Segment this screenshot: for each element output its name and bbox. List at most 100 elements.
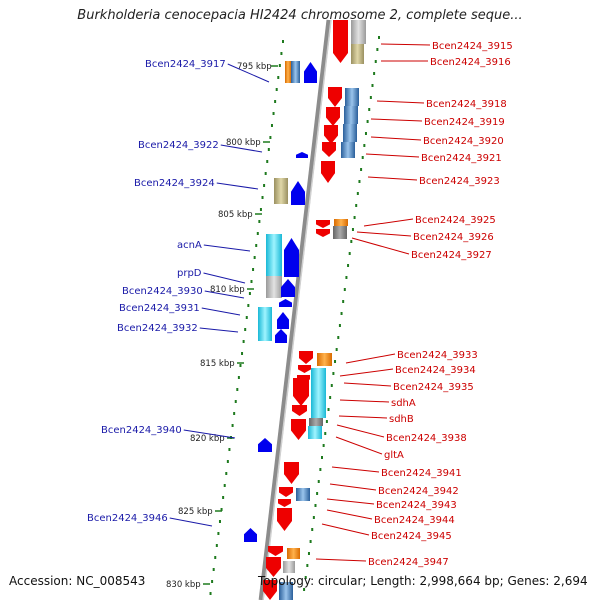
right-gene-label: Bcen2424_3943 <box>376 500 457 511</box>
left-leader-line <box>216 182 259 190</box>
gene-box <box>266 234 282 276</box>
right-gene-label: Bcen2424_3920 <box>423 136 504 147</box>
reverse-gene-arrow <box>263 580 277 600</box>
left-leader-line <box>169 517 213 527</box>
left-gene-label: Bcen2424_3946 <box>87 513 168 524</box>
scale-tick-label: 825 kbp <box>178 507 213 517</box>
right-leader-line <box>339 368 394 377</box>
reverse-gene-arrow <box>266 557 281 577</box>
left-leader-line <box>203 244 251 252</box>
right-gene-label: Bcen2424_3945 <box>371 531 452 542</box>
right-gene-label: Bcen2424_3927 <box>411 250 492 261</box>
reverse-gene-arrow <box>268 546 283 556</box>
right-leader-line <box>339 399 390 403</box>
reverse-gene-arrow <box>299 351 313 364</box>
scale-tick-label: 805 kbp <box>218 210 253 220</box>
gene-box <box>334 219 348 226</box>
accession-label: Accession: NC_008543 <box>9 574 146 588</box>
right-gene-label: Bcen2424_3926 <box>413 232 494 243</box>
forward-gene-arrow <box>258 438 272 452</box>
left-leader-line <box>183 429 236 439</box>
right-gene-label: Bcen2424_3933 <box>397 350 478 361</box>
map-title: Burkholderia cenocepacia HI2424 chromoso… <box>77 8 523 23</box>
left-leader-line <box>201 307 241 316</box>
scale-tick-label: 800 kbp <box>226 138 261 148</box>
forward-gene-arrow <box>296 152 308 158</box>
right-gene-label: Bcen2424_3915 <box>432 41 513 52</box>
gene-box <box>258 307 272 341</box>
forward-gene-arrow <box>275 329 287 343</box>
right-gene-label: Bcen2424_3923 <box>419 176 500 187</box>
reverse-gene-arrow <box>298 365 311 373</box>
left-gene-label: prpD <box>177 268 202 279</box>
right-leader-line <box>356 231 412 237</box>
left-gene-label: Bcen2424_3924 <box>134 178 215 189</box>
gene-box <box>333 226 347 239</box>
scale-tick-label: 820 kbp <box>190 434 225 444</box>
right-leader-line <box>343 382 392 387</box>
gene-box <box>287 548 300 559</box>
left-gene-label: Bcen2424_3922 <box>138 140 219 151</box>
right-leader-line <box>336 424 385 438</box>
gene-box <box>296 488 310 501</box>
gene-box <box>317 353 332 366</box>
forward-gene-arrow <box>279 299 292 307</box>
left-leader-line <box>204 290 245 299</box>
reverse-gene-arrow <box>324 125 338 144</box>
right-gene-label: sdhB <box>389 414 414 425</box>
right-leader-line <box>326 498 375 505</box>
reverse-gene-arrow <box>316 229 330 237</box>
reverse-gene-arrow <box>284 462 299 484</box>
left-leader-line <box>203 272 246 284</box>
right-gene-label: Bcen2424_3947 <box>368 557 449 568</box>
right-leader-line <box>363 218 414 227</box>
gene-box <box>279 582 293 600</box>
left-leader-line <box>220 144 263 153</box>
right-leader-line <box>380 43 431 46</box>
right-gene-label: Bcen2424_3921 <box>421 153 502 164</box>
left-gene-label: acnA <box>177 240 202 251</box>
right-leader-line <box>326 509 373 520</box>
right-leader-line <box>329 483 377 491</box>
right-gene-label: Bcen2424_3925 <box>415 215 496 226</box>
right-gene-label: Bcen2424_3918 <box>426 99 507 110</box>
gene-box <box>309 418 323 426</box>
right-leader-line <box>345 353 396 364</box>
forward-gene-arrow <box>244 528 257 542</box>
reverse-gene-arrow <box>321 161 335 183</box>
chromosome-backbone <box>258 19 332 601</box>
scale-tick-label: 815 kbp <box>200 359 235 369</box>
right-leader-line <box>367 176 418 181</box>
right-leader-line <box>376 100 425 104</box>
right-gene-label: Bcen2424_3919 <box>424 117 505 128</box>
left-gene-label: Bcen2424_3917 <box>145 59 226 70</box>
right-outer-dotted-line <box>303 36 380 591</box>
forward-gene-arrow <box>277 312 289 329</box>
gene-box <box>341 142 355 158</box>
scale-tick-label: 795 kbp <box>237 62 272 72</box>
left-gene-label: Bcen2424_3931 <box>119 303 200 314</box>
right-gene-label: sdhA <box>391 398 416 409</box>
gene-box <box>344 106 358 124</box>
reverse-gene-arrow <box>292 405 307 416</box>
reverse-gene-arrow <box>322 142 336 157</box>
left-leader-line <box>199 327 239 333</box>
right-leader-line <box>351 237 410 255</box>
chromosome-backbone-highlight <box>262 19 332 601</box>
forward-gene-arrow <box>304 62 317 83</box>
reverse-gene-arrow <box>291 419 306 440</box>
right-leader-line <box>370 136 422 141</box>
forward-gene-arrow <box>281 279 295 297</box>
right-leader-line <box>331 466 380 473</box>
topology-label: Topology: circular; Length: 2,998,664 bp… <box>258 574 588 588</box>
reverse-gene-arrow <box>293 378 309 406</box>
forward-gene-arrow <box>284 238 299 277</box>
left-gene-label: Bcen2424_3940 <box>101 425 182 436</box>
right-gene-label: Bcen2424_3916 <box>430 57 511 68</box>
reverse-gene-arrow <box>277 508 292 531</box>
right-gene-label: Bcen2424_3935 <box>393 382 474 393</box>
gene-box <box>285 61 291 83</box>
gene-box <box>345 88 359 106</box>
right-gene-label: Bcen2424_3938 <box>386 433 467 444</box>
